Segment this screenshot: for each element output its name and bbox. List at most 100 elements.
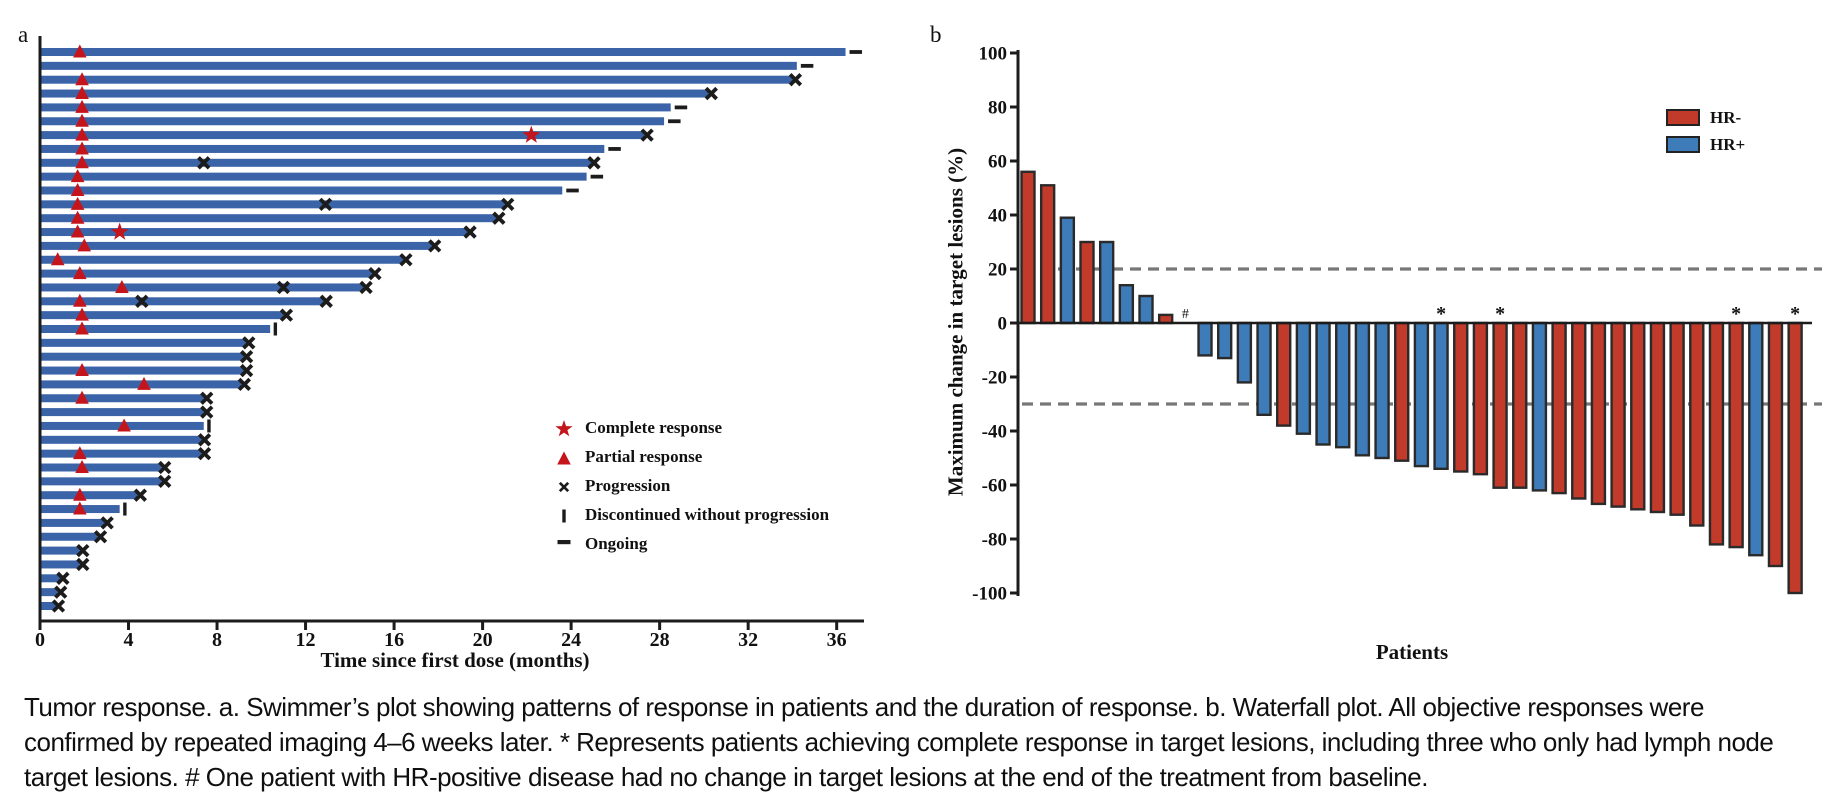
partial-response-triangle [75, 141, 89, 155]
discontinued-tick [207, 419, 211, 433]
partial-response-triangle [70, 183, 85, 196]
waterfall-legend-item: HR- [1666, 104, 1745, 131]
swimmer-bar [40, 89, 709, 98]
waterfall-y-tick-label: -80 [982, 530, 1007, 551]
swimmer-bar [40, 61, 797, 70]
partial-response-triangle [137, 376, 151, 390]
ongoing-dash [800, 63, 814, 68]
waterfall-bar [1216, 321, 1233, 360]
swimmer-bar [40, 241, 432, 250]
swimmer-bar [40, 255, 403, 264]
waterfall-y-tick-label: 60 [988, 152, 1007, 173]
swimmer-bar [40, 366, 244, 375]
waterfall-bar [1492, 321, 1508, 489]
waterfall-bar [1197, 321, 1213, 357]
waterfall-y-tick-label: -20 [982, 368, 1007, 389]
waterfall-y-tick-label: -40 [982, 422, 1007, 443]
patient-annotation: * [1790, 303, 1800, 325]
swimmer-bar [40, 48, 846, 56]
waterfall-bar [1315, 321, 1331, 446]
figure-caption: Tumor response. a. Swimmer’s plot showin… [24, 692, 1774, 792]
partial-response-triangle [73, 501, 87, 515]
vbar-icon [562, 509, 566, 522]
swimmer-legend-item: Partial response [552, 442, 829, 471]
waterfall-bar [1138, 294, 1154, 325]
waterfall-bar [1689, 321, 1705, 527]
swimmer-plot: 0 4 8 12 16 20 24 28 32 36 [35, 36, 864, 651]
waterfall-bar [1295, 321, 1312, 435]
swimmer-bar [40, 172, 587, 181]
figure-canvas: 0 4 8 12 16 20 24 28 32 36 # * * * * 100 80 60 40 20 0 -20 -40… [35, 36, 1822, 651]
swimmer-bar [40, 214, 496, 223]
patient-annotation: * [1731, 303, 1741, 325]
swimmer-bar [40, 311, 284, 320]
discontinued-tick [273, 322, 278, 336]
partial-response-triangle [73, 44, 87, 58]
waterfall-bar [1098, 240, 1115, 325]
triangle-icon [557, 451, 571, 464]
waterfall-y-tick-label: -100 [972, 584, 1007, 605]
waterfall-bar [1590, 321, 1607, 506]
swimmer-bar [40, 297, 324, 306]
partial-response-triangle [75, 72, 89, 86]
swimmer-legend-item: Complete response [552, 413, 829, 442]
swimmer-legend-item: Discontinued without progression [552, 500, 829, 529]
swimmer-bar [40, 518, 105, 527]
waterfall-bar [1039, 184, 1056, 325]
partial-response-triangle [75, 460, 89, 473]
cross-icon [558, 481, 570, 492]
waterfall-bar [1551, 321, 1567, 495]
swimmer-x-tick-label: 16 [384, 629, 404, 651]
partial-response-triangle [73, 487, 87, 501]
ongoing-dash [608, 147, 621, 151]
swimmer-x-tick-label: 36 [827, 629, 847, 651]
partial-response-triangle [75, 113, 89, 127]
swimmer-legend: Complete response Partial response Progres… [552, 413, 829, 558]
waterfall-y-axis-title: Maximum change in target lesions (%) [943, 147, 968, 497]
swimmer-bar [40, 574, 60, 583]
partial-response-triangle [75, 363, 89, 377]
legend-swatch [1666, 136, 1700, 153]
swimmer-bar [40, 228, 468, 237]
swimmer-bar [40, 144, 605, 153]
swimmer-bar [40, 546, 80, 555]
waterfall-bar [1767, 321, 1784, 568]
partial-response-triangle [75, 155, 89, 169]
patient-annotation: * [1436, 303, 1446, 325]
waterfall-bar [1787, 321, 1803, 595]
swimmer-bar [40, 200, 505, 209]
figure: 0 4 8 12 16 20 24 28 32 36 # * * * * 100 80 60 40 20 0 -20 -40… [18, 22, 1822, 672]
waterfall-bar [1531, 321, 1548, 492]
complete-response-star [555, 419, 573, 436]
swimmer-x-tick-label: 20 [473, 629, 493, 651]
partial-response-triangle [75, 86, 89, 100]
waterfall-bar [1630, 321, 1646, 511]
star-icon [555, 419, 573, 436]
complete-response-star [110, 222, 129, 240]
waterfall-bar [1079, 240, 1095, 325]
partial-response-triangle [115, 279, 129, 293]
swimmer-bar [40, 491, 138, 500]
swimmer-legend-item: Progression [552, 471, 829, 500]
panel-b-label: b [930, 22, 942, 47]
swimmer-bar [40, 408, 204, 417]
swimmer-bar [40, 588, 58, 597]
discontinued-tick [123, 502, 127, 516]
waterfall-bar [1610, 321, 1626, 508]
swimmer-bar [40, 158, 592, 167]
partial-response-triangle [70, 196, 85, 210]
waterfall-legend-label: HR+ [1710, 134, 1746, 154]
legend-swatch [1666, 109, 1700, 126]
waterfall-bar [1374, 321, 1390, 460]
swimmer-bar [40, 186, 563, 195]
panel-a-label: a [18, 22, 29, 47]
patient-annotation: # [1182, 307, 1189, 322]
waterfall-bar [1020, 170, 1036, 325]
partial-response-triangle [77, 238, 92, 252]
swimmer-bar [40, 435, 202, 444]
partial-response-triangle [75, 307, 89, 321]
waterfall-bar [1354, 321, 1371, 457]
swimmer-bar [40, 75, 793, 84]
waterfall-legend: HR- HR+ [1666, 104, 1745, 158]
waterfall-y-tick-label: 20 [988, 260, 1007, 281]
